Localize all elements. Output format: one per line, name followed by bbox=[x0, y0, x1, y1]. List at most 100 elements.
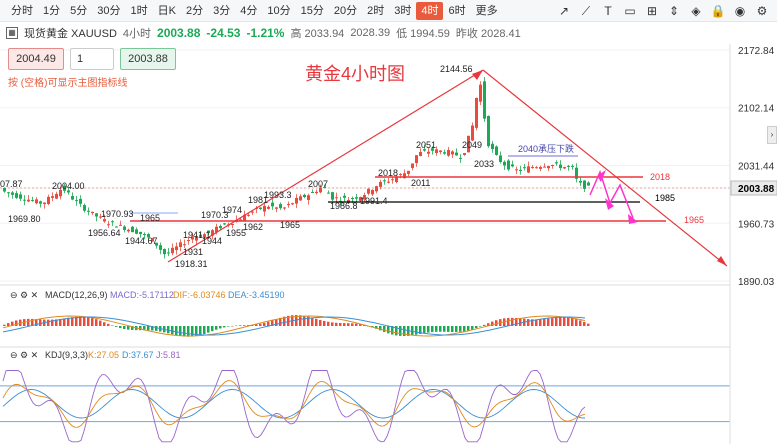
candle-body bbox=[583, 180, 586, 189]
macd-bar bbox=[171, 326, 174, 335]
point-label: 2007 bbox=[308, 179, 328, 189]
timeframe-15[interactable]: 6时 bbox=[448, 4, 466, 17]
timeframe-8[interactable]: 4分 bbox=[240, 4, 258, 17]
candle-body bbox=[199, 234, 202, 237]
candle-body bbox=[183, 244, 186, 246]
candle-body bbox=[431, 148, 434, 151]
macd-bar bbox=[131, 326, 134, 330]
point-label: 1993.3 bbox=[264, 190, 292, 200]
open-price: 2028.39 bbox=[350, 27, 391, 39]
sell-button[interactable]: 2004.49 bbox=[8, 48, 64, 70]
macd-bar bbox=[147, 326, 150, 331]
candle-body bbox=[159, 245, 162, 250]
timeframe-7[interactable]: 3分 bbox=[213, 4, 231, 17]
macd-bar bbox=[27, 318, 30, 326]
candle-body bbox=[27, 199, 30, 202]
period-label[interactable]: 4小时 bbox=[122, 28, 152, 40]
macd-bar bbox=[7, 323, 10, 326]
candle-body bbox=[251, 211, 254, 213]
dif-line bbox=[2, 315, 586, 337]
timeframe-2[interactable]: 5分 bbox=[70, 4, 88, 17]
candle-body bbox=[539, 166, 542, 169]
macd-bar bbox=[539, 319, 542, 326]
macd-bar bbox=[283, 316, 286, 326]
candle-body bbox=[307, 195, 310, 200]
candle-body bbox=[223, 223, 226, 225]
macd-bar bbox=[311, 317, 314, 326]
macd-bar bbox=[55, 319, 58, 326]
candle-body bbox=[287, 204, 290, 206]
macd-bar bbox=[331, 322, 334, 326]
candle-body bbox=[63, 185, 66, 191]
price-change: -24.53 bbox=[206, 26, 241, 40]
candle-body bbox=[275, 207, 278, 209]
macd-bar bbox=[243, 325, 246, 326]
macd-bar bbox=[563, 317, 566, 326]
eraser-icon[interactable]: ◈ bbox=[691, 4, 701, 18]
timeframe-10[interactable]: 15分 bbox=[300, 4, 324, 17]
point-label: 1944.67 bbox=[125, 236, 158, 246]
macd-bar bbox=[211, 326, 214, 332]
macd-bar bbox=[399, 326, 402, 336]
candle-body bbox=[79, 198, 82, 204]
macd-bar bbox=[115, 326, 118, 327]
timeframe-4[interactable]: 1时 bbox=[130, 4, 148, 17]
price-tick: 1890.03 bbox=[738, 277, 775, 288]
candle-body bbox=[43, 202, 46, 205]
timeframe-12[interactable]: 2时 bbox=[367, 4, 385, 17]
candle-body bbox=[411, 163, 414, 168]
candle-body bbox=[355, 197, 358, 199]
timeframe-3[interactable]: 30分 bbox=[97, 4, 121, 17]
point-label: 1962 bbox=[243, 222, 263, 232]
timeframe-5[interactable]: 日K bbox=[157, 4, 176, 17]
candle-body bbox=[179, 242, 182, 248]
price-range-icon[interactable]: ⇕ bbox=[668, 4, 680, 18]
macd-bar bbox=[475, 326, 478, 329]
settings-icon[interactable]: ⚙ bbox=[756, 4, 768, 18]
shape-icon[interactable]: ▭ bbox=[624, 4, 636, 18]
point-label: 1991.4 bbox=[360, 196, 388, 206]
macd-bar bbox=[415, 326, 418, 335]
timeframe-13[interactable]: 3时 bbox=[394, 4, 412, 17]
candle-body bbox=[543, 166, 546, 168]
macd-bar bbox=[111, 325, 114, 326]
collapse-arrow-icon[interactable]: › bbox=[767, 126, 777, 144]
point-label: 1986.8 bbox=[330, 201, 358, 211]
macd-bar bbox=[87, 317, 90, 326]
trend-line-icon[interactable]: ⟋ bbox=[581, 4, 591, 18]
timeframe-14[interactable]: 4时 bbox=[416, 1, 444, 20]
macd-bar bbox=[75, 316, 78, 326]
pen-icon[interactable]: ↗ bbox=[558, 4, 570, 18]
macd-bar bbox=[467, 326, 470, 331]
symbol-name[interactable]: 现货黄金 XAUUSD bbox=[24, 28, 117, 40]
timeframe-0[interactable]: 分时 bbox=[11, 4, 33, 17]
lock-icon[interactable]: 🔒 bbox=[710, 4, 726, 18]
timeframe-6[interactable]: 2分 bbox=[185, 4, 204, 17]
macd-bar bbox=[443, 326, 446, 332]
candle-body bbox=[575, 167, 578, 179]
high-price: 高 2033.94 bbox=[290, 28, 345, 40]
text-icon[interactable]: T bbox=[604, 4, 612, 18]
quantity-input[interactable]: 1 bbox=[70, 48, 114, 70]
candle-body bbox=[339, 200, 342, 202]
macd-bar bbox=[143, 326, 146, 331]
macd-bar bbox=[95, 319, 98, 326]
macd-bar bbox=[263, 322, 266, 326]
timeframe-11[interactable]: 20分 bbox=[333, 4, 358, 17]
fib-icon[interactable]: ⊞ bbox=[646, 4, 658, 18]
timeframe-9[interactable]: 10分 bbox=[267, 4, 291, 17]
candle-body bbox=[291, 203, 294, 205]
candle-body bbox=[311, 191, 314, 193]
candle-body bbox=[139, 231, 142, 235]
macd-bar bbox=[47, 319, 50, 326]
timeframe-1[interactable]: 1分 bbox=[43, 4, 61, 17]
timeframe-16[interactable]: 更多 bbox=[475, 4, 498, 17]
macd-bar bbox=[343, 323, 346, 326]
macd-bar bbox=[587, 323, 590, 326]
macd-bar bbox=[479, 326, 482, 327]
buy-button[interactable]: 2003.88 bbox=[120, 48, 176, 70]
eye-icon[interactable]: ◉ bbox=[734, 4, 746, 18]
candle-body bbox=[99, 216, 102, 218]
candle-body bbox=[383, 180, 386, 182]
